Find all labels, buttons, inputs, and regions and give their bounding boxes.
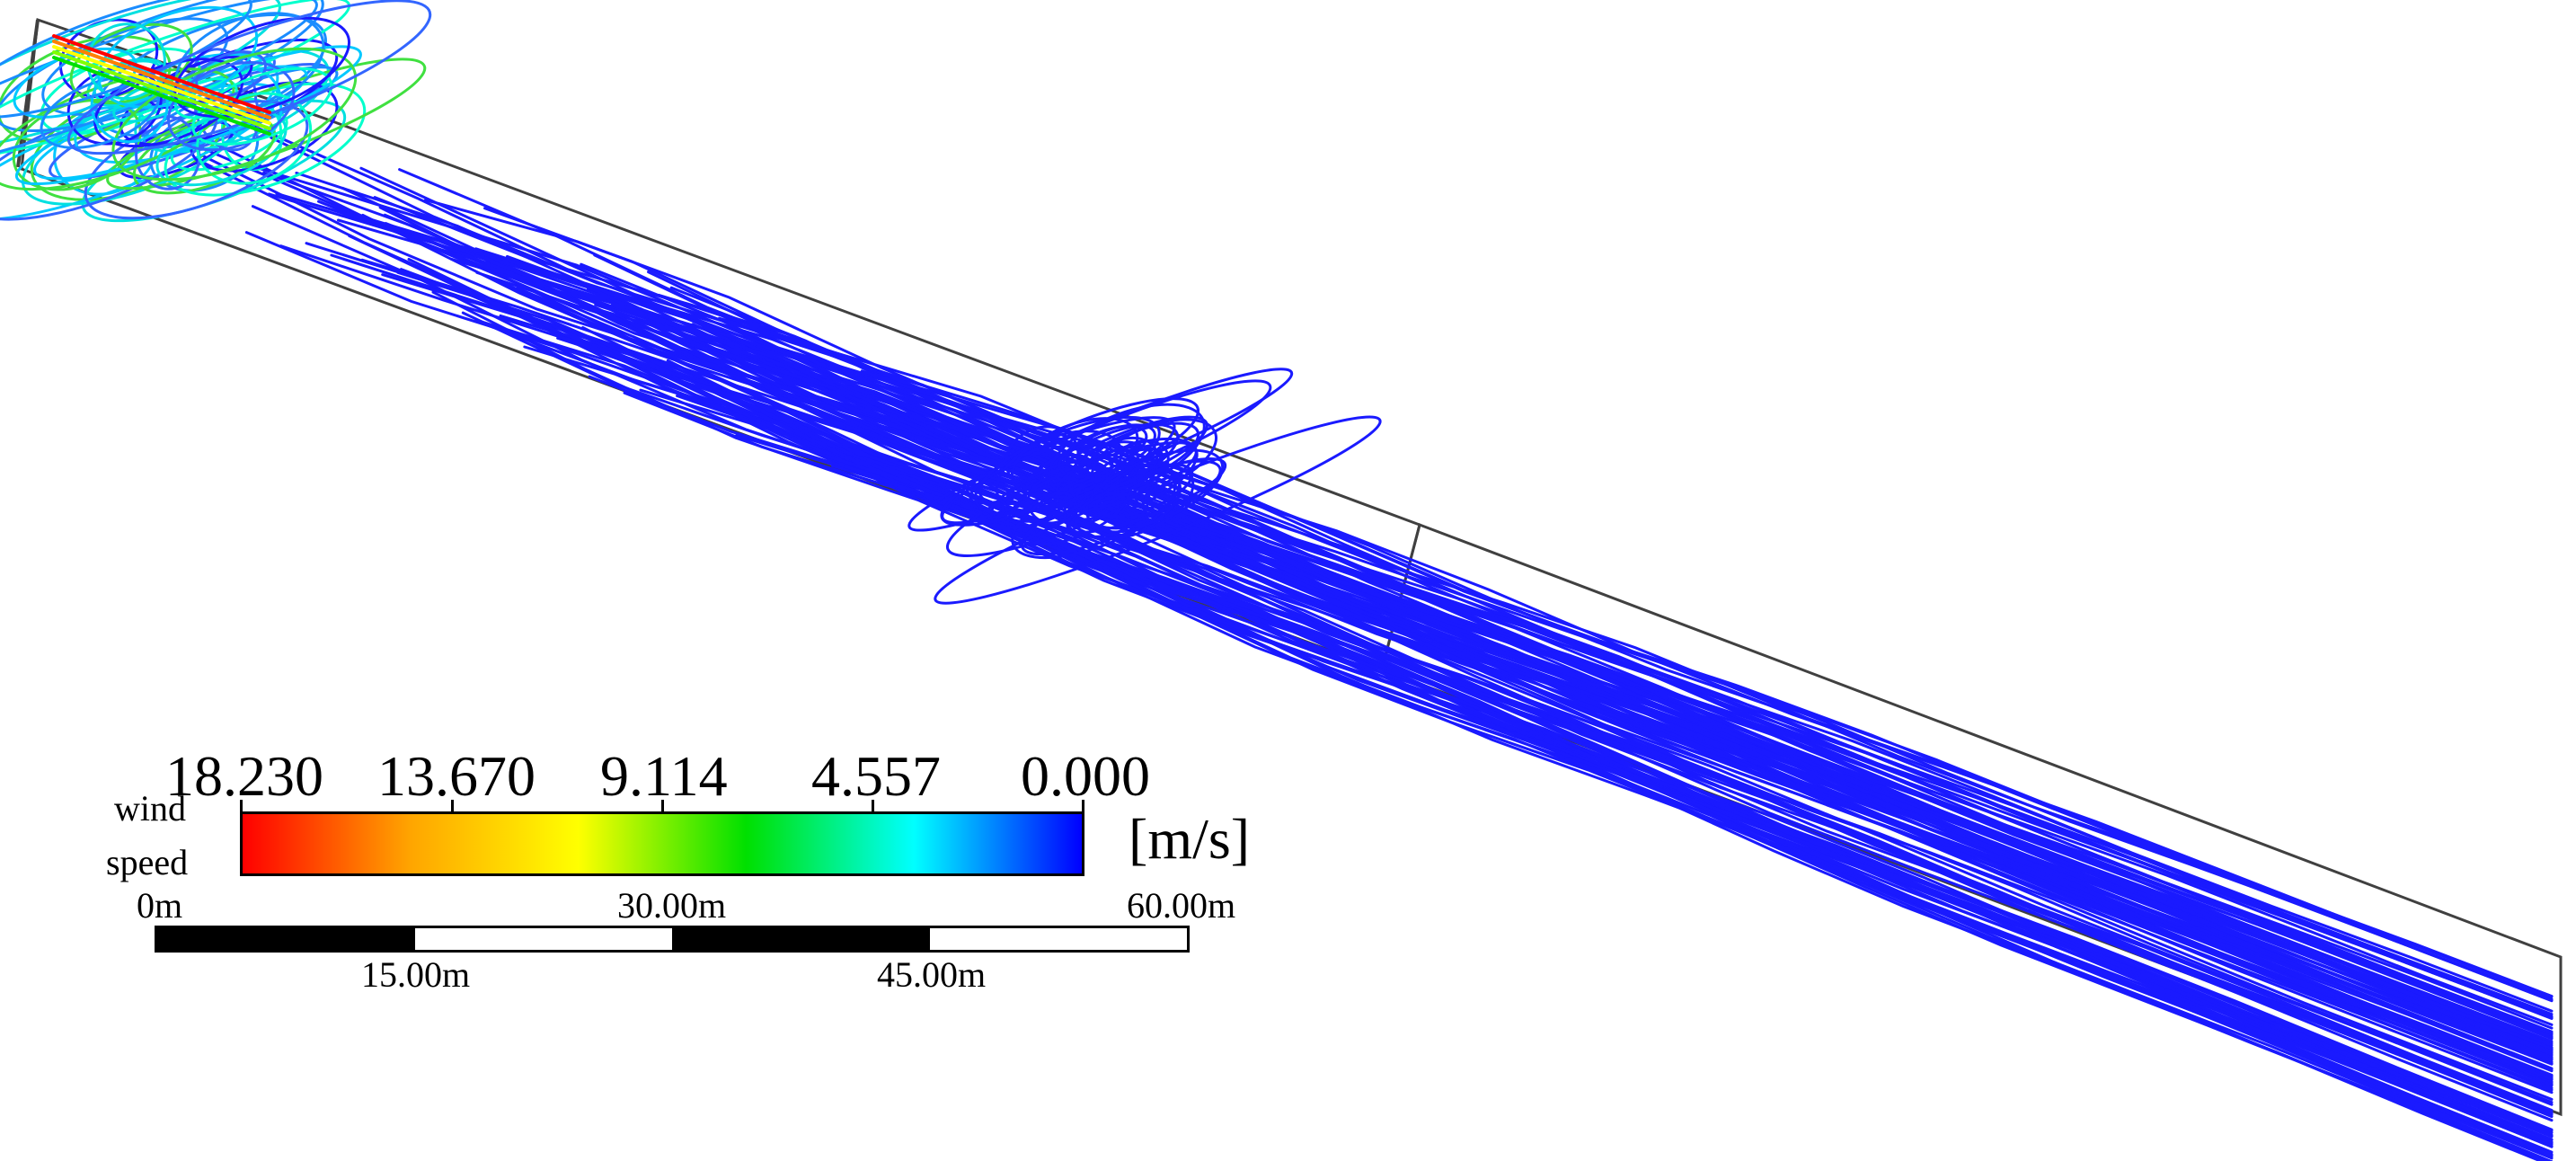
streamline [97,5,259,109]
legend-tick-4: 4.557 [811,744,941,808]
streamline [995,430,1123,512]
colorbar-tick-mark [240,800,243,814]
scale-label-0m: 0m [137,885,183,926]
streamline [1006,466,1132,546]
scale-bar [155,926,1190,953]
streamline [373,196,2554,1020]
streamline [106,58,427,191]
streamline [111,47,358,182]
scale-bar-segment [672,928,930,950]
streamline [279,244,2554,1148]
streamline [341,186,2554,1040]
streamline [191,66,333,146]
streamline [173,16,350,119]
legend-title-line1: wind [114,788,186,829]
colorbar-tick-mark [872,800,874,814]
scale-bar-segment [157,928,415,950]
streamline [424,199,2554,998]
streamline [215,142,2554,1066]
streamline [856,432,2554,1117]
legend-unit: [m/s] [1129,807,1251,871]
streamline [1067,440,1156,508]
streamline [1010,417,1139,497]
streamline [666,359,2554,1113]
streamline [52,34,271,114]
streamline [907,368,1293,532]
streamline [461,311,2554,1157]
legend-tick-2: 13.670 [377,744,536,808]
streamline [473,261,2554,1061]
streamline [688,341,2554,1086]
colorbar-tick-mark [451,800,454,814]
legend-tick-5: 0.000 [1021,744,1150,808]
streamline [431,290,2551,1161]
streamline [52,56,271,136]
legend-title-line2: speed [106,842,189,882]
streamline [1055,445,1162,506]
streamline [668,344,2554,1104]
scale-label-45m: 45.00m [877,954,987,995]
streamline [610,303,2554,1066]
streamline [52,50,271,130]
streamline [1066,457,1227,534]
streamline [69,22,193,105]
colorbar-tick-mark [661,800,664,814]
scale-label-15m: 15.00m [361,954,471,995]
streamline [1085,448,1225,530]
scale-label-60m: 60.00m [1127,885,1236,926]
streamline [485,268,2554,1071]
streamline [360,258,2554,1122]
streamline [934,415,1382,605]
streamline [396,270,2554,1137]
streamline [580,262,2554,1033]
streamline [1095,463,1194,518]
streamline [1113,458,1177,517]
streamline [120,38,339,146]
colorbar [240,811,1084,876]
legend-tick-3: 9.114 [600,744,728,808]
streamline [946,441,1198,557]
colorbar-tick-mark [1082,800,1084,814]
streamline [52,40,271,120]
streamline [52,45,271,125]
streamline [798,353,2554,1043]
scale-bar-segment [929,928,1187,950]
legend-tick-1: 18.230 [165,744,323,808]
streamline [66,0,432,155]
scale-bar-segment [414,928,672,950]
scale-label-30m: 30.00m [617,885,727,926]
streamline [251,205,2554,1148]
